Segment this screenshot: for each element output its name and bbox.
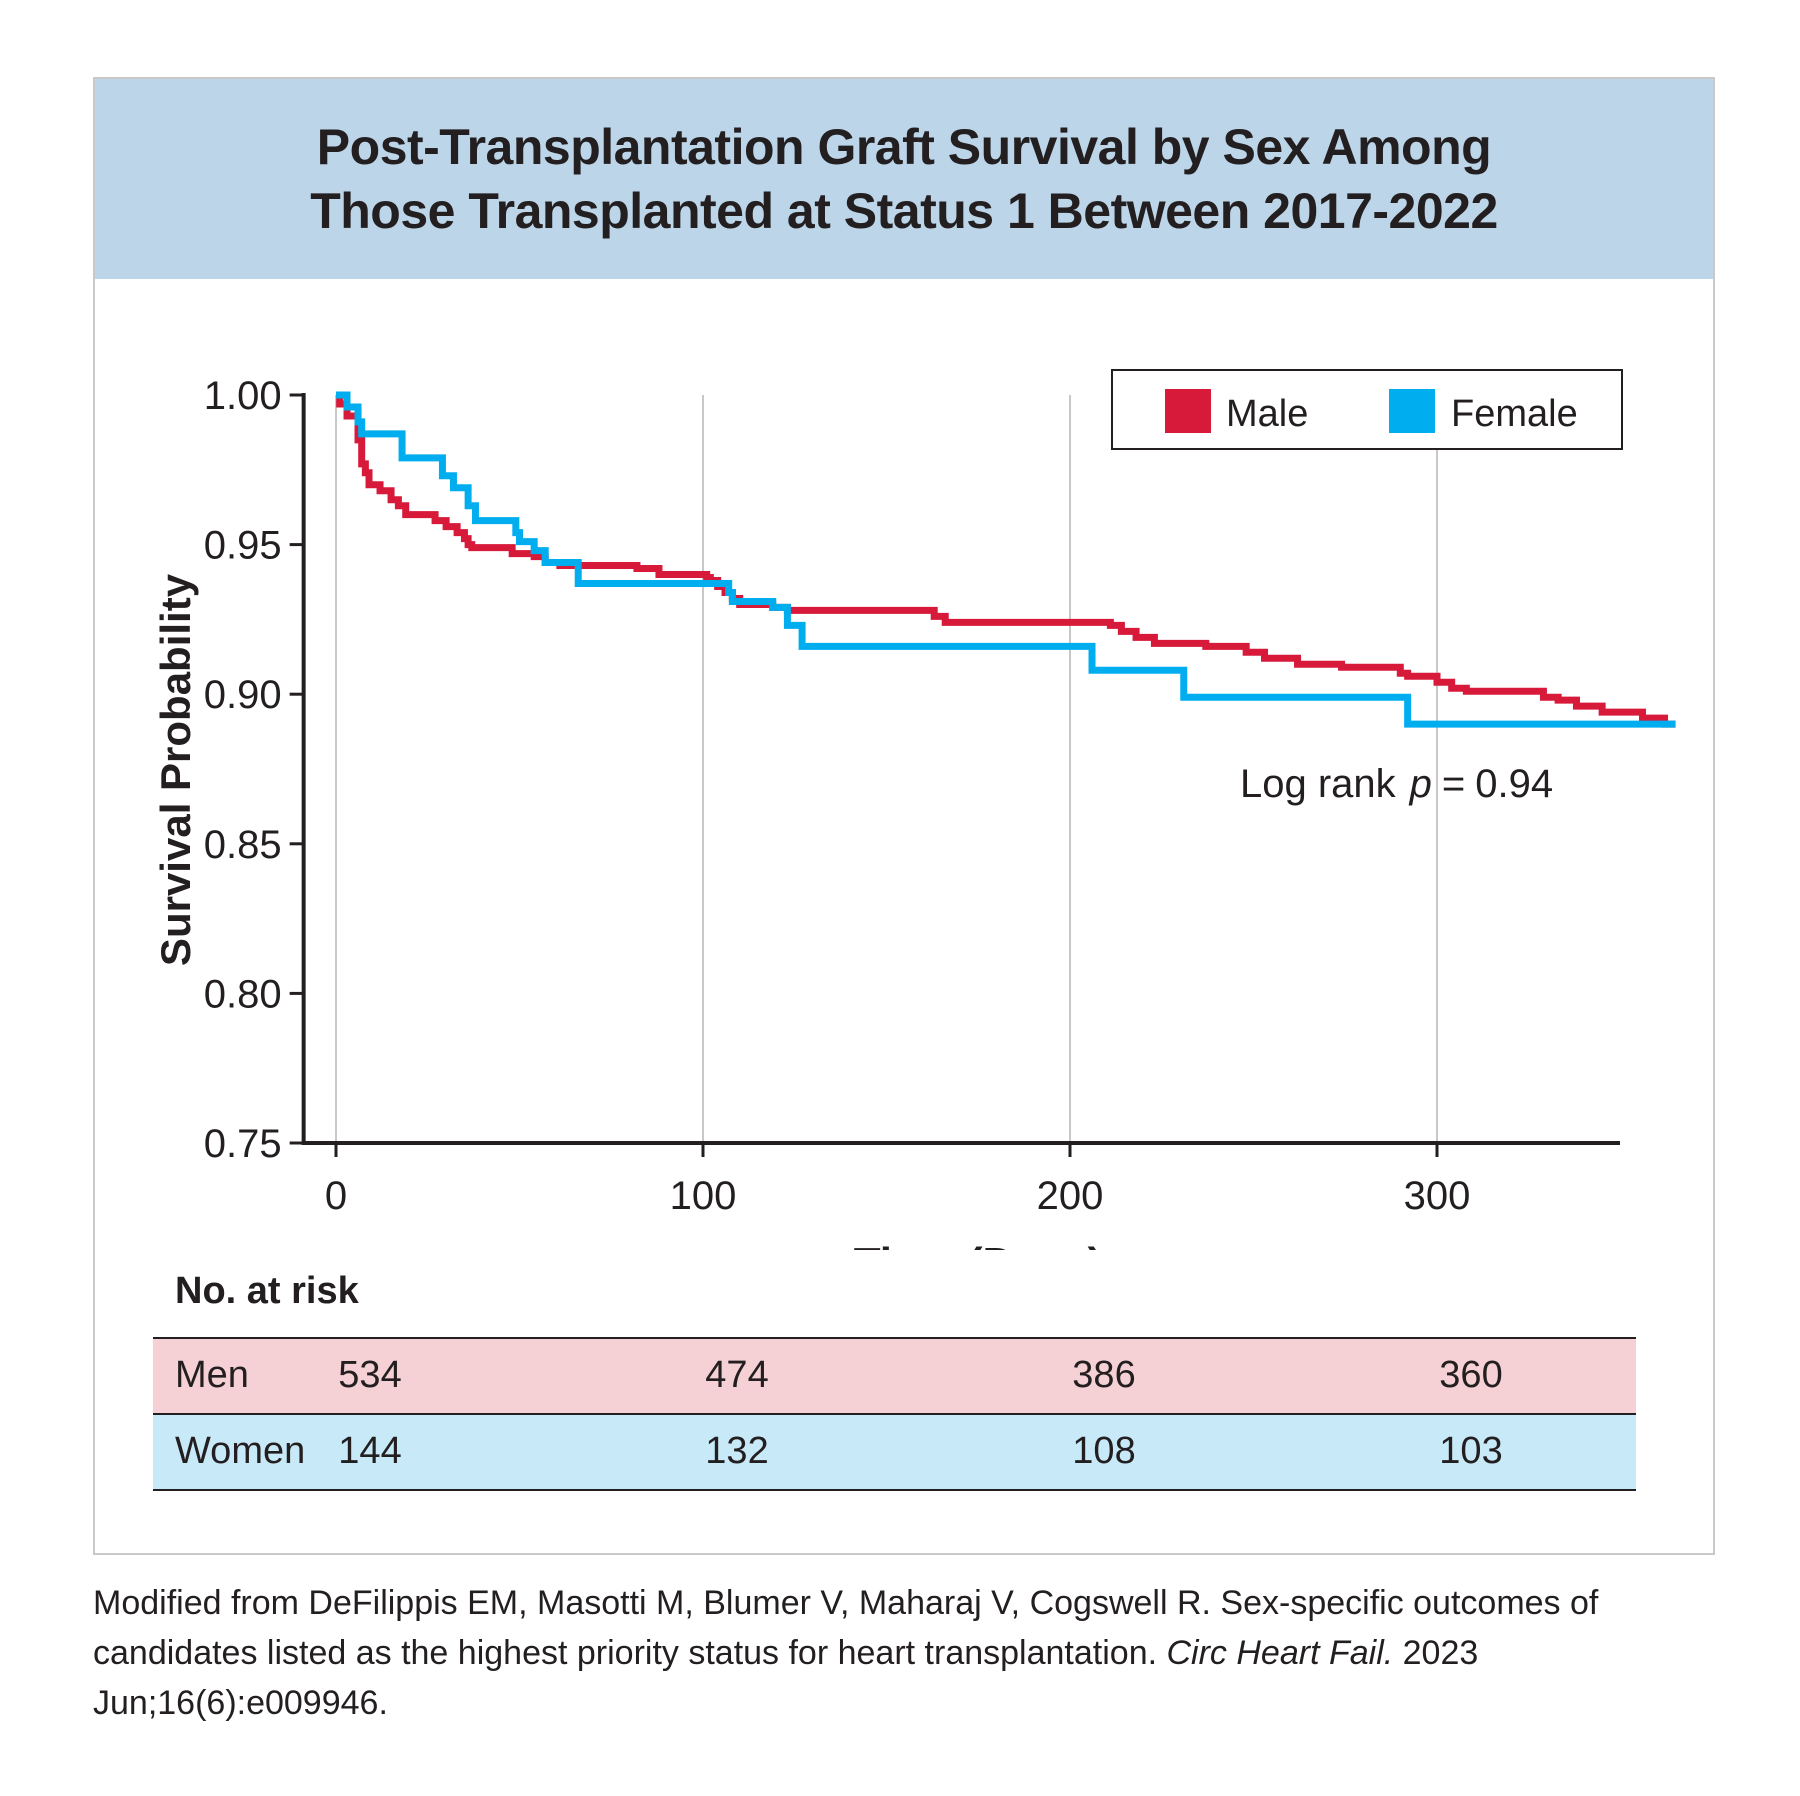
y-tick-label: 0.80 <box>204 972 282 1016</box>
axes: 0.75 0.80 0.85 0.90 0.95 1.00 0 100 200 300 <box>204 374 1620 1218</box>
source-citation: Modified from DeFilippis EM, Masotti M, … <box>93 1578 1733 1728</box>
y-tick-label: 1.00 <box>204 374 282 418</box>
risk-value: 474 <box>705 1354 769 1396</box>
legend-swatch-male <box>1165 389 1211 433</box>
x-tick-label: 0 <box>325 1174 347 1218</box>
grid-lines <box>335 395 1438 1143</box>
legend-label-female: Female <box>1451 393 1578 435</box>
risk-table-heading: No. at risk <box>175 1270 359 1312</box>
source-journal: Circ Heart Fail. <box>1166 1634 1394 1672</box>
risk-value: 534 <box>338 1354 402 1396</box>
risk-row-label: Men <box>175 1354 249 1396</box>
source-text: Modified from DeFilippis EM, Masotti M, … <box>93 1584 1599 1672</box>
y-tick-label: 0.95 <box>204 524 282 568</box>
risk-value: 360 <box>1439 1354 1503 1396</box>
y-tick-label: 0.85 <box>204 823 282 867</box>
risk-row-label: Women <box>175 1430 306 1472</box>
y-tick-label: 0.90 <box>204 673 282 717</box>
risk-value: 144 <box>338 1430 402 1472</box>
legend: Male Female <box>1111 369 1623 450</box>
y-axis-label: Survival Probability <box>152 573 199 966</box>
risk-row-men: Men 534 474 386 360 <box>153 1337 1636 1413</box>
x-tick-label: 300 <box>1404 1174 1471 1218</box>
y-tick-label: 0.75 <box>204 1122 282 1166</box>
risk-row-women: Women 144 132 108 103 <box>153 1413 1636 1491</box>
chart-title-line-1: Post-Transplantation Graft Survival by S… <box>316 119 1492 175</box>
series-line-male <box>336 391 1676 728</box>
chart-title-line-2: Those Transplanted at Status 1 Between 2… <box>310 183 1498 239</box>
legend-label-male: Male <box>1226 393 1308 435</box>
x-axis-label: Time (Days) <box>854 1239 1103 1250</box>
series-line-female <box>336 391 1676 728</box>
chart-plot: 0.75 0.80 0.85 0.90 0.95 1.00 0 100 200 300 Male … <box>152 369 1676 1250</box>
risk-value: 103 <box>1439 1430 1503 1472</box>
x-tick-label: 200 <box>1037 1174 1104 1218</box>
risk-value: 132 <box>705 1430 769 1472</box>
figure-frame: Post-Transplantation Graft Survival by S… <box>93 77 1715 1555</box>
risk-value: 108 <box>1072 1430 1136 1472</box>
x-tick-label: 100 <box>670 1174 737 1218</box>
title-band: Post-Transplantation Graft Survival by S… <box>95 79 1713 279</box>
risk-value: 386 <box>1072 1354 1136 1396</box>
series-lines <box>336 391 1676 728</box>
log-rank-annotation: Log rank p = 0.94 <box>1240 762 1553 806</box>
source-citation-tail: 2023 Jun;16(6):e009946. <box>93 1634 1479 1722</box>
legend-swatch-female <box>1389 389 1435 433</box>
